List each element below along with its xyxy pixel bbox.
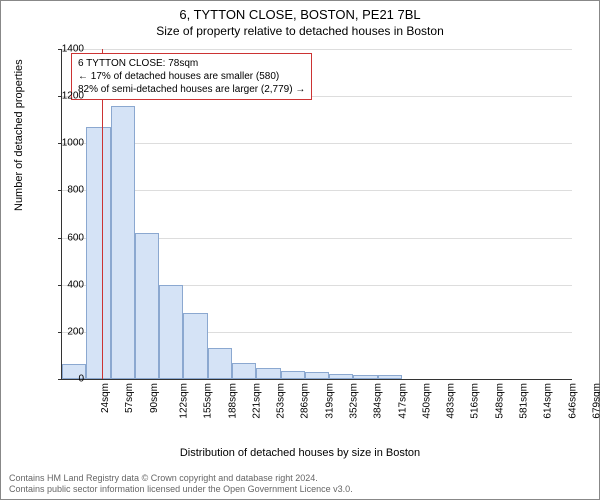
ytick-label: 200	[44, 326, 84, 337]
ytick-label: 600	[44, 232, 84, 243]
bar	[281, 371, 305, 379]
y-axis-label: Number of detached properties	[13, 59, 25, 211]
bar	[208, 348, 232, 379]
gridline	[62, 190, 572, 191]
chart-subtitle: Size of property relative to detached ho…	[1, 24, 599, 38]
ytick-label: 400	[44, 279, 84, 290]
xtick-label: 352sqm	[349, 383, 360, 419]
ytick-label: 1200	[44, 91, 84, 102]
xtick-label: 548sqm	[494, 383, 505, 419]
chart-title: 6, TYTTON CLOSE, BOSTON, PE21 7BL	[1, 7, 599, 22]
footer-line2: Contains public sector information licen…	[9, 484, 353, 495]
xtick-label: 614sqm	[543, 383, 554, 419]
xtick-label: 516sqm	[470, 383, 481, 419]
bar	[329, 374, 353, 379]
xtick-label: 581sqm	[519, 383, 530, 419]
annotation-line: ← 17% of detached houses are smaller (58…	[78, 70, 305, 83]
xtick-label: 286sqm	[300, 383, 311, 419]
bar	[111, 106, 135, 379]
ytick-label: 1400	[44, 44, 84, 55]
bar	[232, 363, 256, 380]
gridline	[62, 49, 572, 50]
xtick-label: 384sqm	[373, 383, 384, 419]
xtick-label: 24sqm	[100, 383, 111, 413]
xtick-label: 679sqm	[591, 383, 600, 419]
xtick-label: 57sqm	[124, 383, 135, 413]
xtick-label: 221sqm	[251, 383, 262, 419]
chart-container: 6, TYTTON CLOSE, BOSTON, PE21 7BL Size o…	[0, 0, 600, 500]
ytick-label: 800	[44, 185, 84, 196]
ytick-label: 0	[44, 374, 84, 385]
xtick-label: 122sqm	[179, 383, 190, 419]
footer-line1: Contains HM Land Registry data © Crown c…	[9, 473, 353, 484]
xtick-label: 155sqm	[203, 383, 214, 419]
annotation-box: 6 TYTTON CLOSE: 78sqm← 17% of detached h…	[71, 53, 312, 100]
gridline	[62, 143, 572, 144]
bar	[183, 313, 207, 379]
annotation-line: 6 TYTTON CLOSE: 78sqm	[78, 57, 305, 70]
bar	[305, 372, 329, 379]
footer-attribution: Contains HM Land Registry data © Crown c…	[9, 473, 353, 495]
bar	[378, 375, 402, 379]
xtick-label: 253sqm	[276, 383, 287, 419]
chart-area: 24sqm 57sqm 90sqm 122sqm 155sqm 188sqm 221sqm 2…	[61, 49, 571, 419]
xtick-label: 188sqm	[227, 383, 238, 419]
xtick-label: 417sqm	[397, 383, 408, 419]
xtick-label: 319sqm	[324, 383, 335, 419]
bar	[353, 375, 377, 379]
x-axis-label: Distribution of detached houses by size …	[1, 447, 599, 459]
annotation-line: 82% of semi-detached houses are larger (…	[78, 83, 305, 96]
xtick-label: 483sqm	[446, 383, 457, 419]
bar	[135, 233, 159, 379]
xtick-label: 646sqm	[567, 383, 578, 419]
ytick-label: 1000	[44, 138, 84, 149]
xtick-label: 450sqm	[421, 383, 432, 419]
xtick-label: 90sqm	[149, 383, 160, 413]
bar	[159, 285, 183, 379]
bar	[256, 368, 280, 379]
bar	[86, 127, 110, 379]
